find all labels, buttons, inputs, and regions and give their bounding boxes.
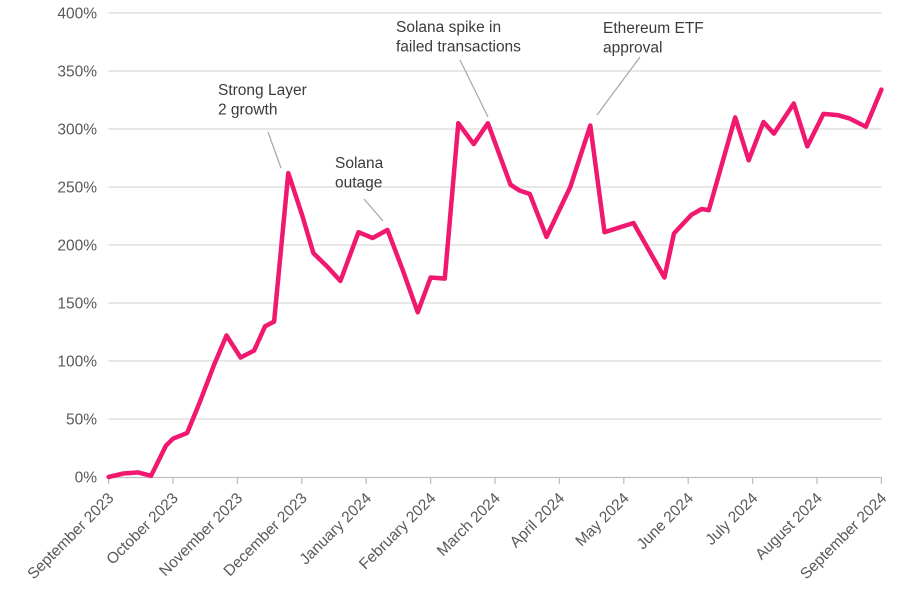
annotation-text: Solana spike in failed transactions [396, 19, 521, 56]
y-axis-tick-label: 150% [57, 296, 97, 313]
y-axis-tick-label: 350% [57, 64, 97, 81]
annotation-leader-line [459, 59, 489, 118]
y-axis-tick-label: 250% [57, 180, 97, 197]
annotation-text: Ethereum ETF approval [603, 20, 704, 57]
annotation-leader-line [596, 56, 641, 116]
x-axis-tick-label: April 2024 [507, 490, 569, 552]
annotation-leader-line [363, 198, 384, 222]
y-axis-tick-label: 200% [57, 238, 97, 255]
x-axis-tick-label: March 2024 [434, 490, 504, 560]
y-axis-tick-label: 0% [75, 470, 98, 487]
y-axis-tick-label: 50% [66, 412, 97, 429]
y-axis-tick-label: 100% [57, 354, 97, 371]
annotation-text: Solana outage [335, 155, 384, 192]
x-axis-tick-label: June 2024 [634, 490, 697, 553]
x-axis-tick-label: July 2024 [702, 490, 761, 549]
annotation-text: Strong Layer 2 growth [218, 82, 307, 119]
x-axis-tick-label: September 2023 [24, 490, 117, 583]
y-axis-tick-label: 300% [57, 122, 97, 139]
x-axis-tick-label: May 2024 [572, 490, 632, 550]
annotation-leader-line [267, 131, 282, 169]
data-line-percent-change-since-september-2023 [106, 87, 884, 480]
y-axis-tick-label: 400% [57, 6, 97, 23]
